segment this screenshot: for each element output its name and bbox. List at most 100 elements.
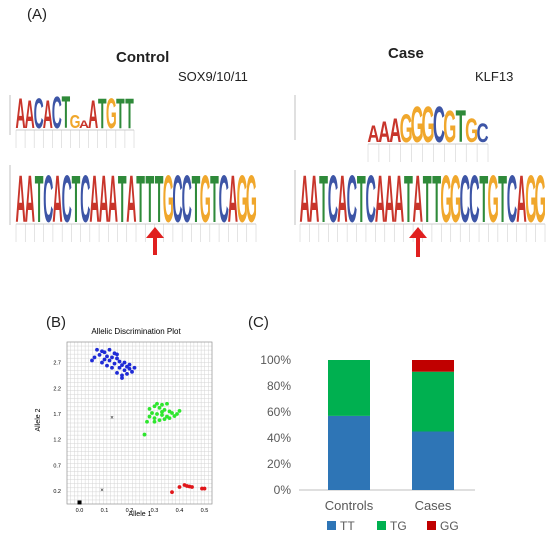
control-motif-letter: A — [88, 93, 98, 137]
case-arrow — [409, 227, 427, 257]
control-motif-letter: T — [62, 89, 71, 139]
control-seq-letter: T — [210, 163, 219, 238]
control-motif-letter: C — [34, 89, 44, 137]
y-tick-label: 2.2 — [53, 386, 61, 392]
case-seq-letter: C — [365, 163, 375, 238]
scatter-point-series-1 — [177, 409, 182, 413]
bar-segment-gg — [412, 360, 454, 372]
scatter-point-series-1 — [152, 416, 157, 421]
case-seq-letter: G — [440, 163, 451, 238]
case-seq-letter: A — [413, 163, 423, 238]
y-tick-label: 0% — [274, 483, 292, 497]
case-seq-letter: G — [488, 163, 499, 238]
control-seq-letter: C — [219, 163, 229, 238]
legend-label-tg: TG — [390, 519, 407, 533]
control-motif-letter: T — [125, 89, 134, 137]
category-label: Controls — [325, 498, 374, 513]
scatter-point-series-0 — [130, 369, 134, 374]
control-seq-letter: C — [80, 163, 90, 238]
case-seq-letter: A — [384, 163, 394, 238]
scatter-point-series-1 — [152, 404, 157, 409]
plot-frame — [66, 341, 213, 505]
case-seq-letter: C — [507, 163, 517, 238]
control-seq-letter: A — [15, 163, 25, 238]
case-seq-letter: A — [394, 163, 404, 238]
bar-segment-tt — [328, 415, 370, 490]
control-seq-letter: T — [118, 163, 127, 238]
legend-swatch-tg — [377, 521, 386, 530]
scatter-point-series-1 — [160, 402, 164, 407]
control-seq-letter: T — [146, 163, 155, 238]
control-seq-letter: A — [228, 163, 238, 238]
scatter-point-series-1 — [175, 412, 179, 416]
y-tick-label: 0.2 — [53, 489, 61, 495]
case-motif-letter: T — [456, 102, 466, 152]
control-seq-letter: T — [192, 163, 201, 238]
case-motif-letter: A — [378, 116, 390, 149]
allelic-discrimination-plot: Allelic Discrimination Plot 0.0 0.1 0.2 0.3… — [35, 327, 213, 518]
scatter-point-series-2 — [177, 485, 182, 489]
y-tick-label: 2.7 — [53, 361, 61, 367]
case-seq-letter: G — [535, 163, 546, 238]
case-seq-letter: A — [516, 163, 526, 238]
y-tick-label: 20% — [267, 457, 291, 471]
case-title: Case — [388, 45, 424, 62]
scatter-point-series-0 — [132, 365, 137, 370]
x-tick-label: 0.0 — [76, 508, 84, 514]
control-seq-letter: T — [72, 163, 81, 238]
case-seq-letter: T — [432, 163, 441, 238]
case-seq-letter: T — [498, 163, 507, 238]
case-motif-letter: G — [421, 96, 434, 152]
case-seq-letter: T — [479, 163, 488, 238]
scatter-point-series-0 — [125, 371, 129, 376]
bar-marks: Controls Cases — [325, 360, 454, 513]
control-motif-letter: G — [106, 89, 117, 137]
stacked-bar-chart: 0% 20% 40% 60% 80% 100% Controls Cases TT TG GG — [260, 353, 475, 533]
control-arrow — [146, 227, 164, 255]
scatter-ylabel: Allele 2 — [35, 408, 42, 431]
control-tf-label: SOX9/10/11 — [178, 69, 248, 84]
control-seq-letter: C — [172, 163, 182, 238]
control-motif-letter: G — [70, 112, 81, 132]
case-seq-letter: T — [404, 163, 413, 238]
control-seq-letter: G — [200, 163, 211, 238]
y-tick-label: 80% — [267, 379, 291, 393]
bar-legend: TT TG GG — [327, 519, 459, 533]
x-tick-label: 0.1 — [101, 508, 109, 514]
scatter-point-series-0 — [112, 361, 117, 366]
ntc-point — [77, 500, 82, 505]
scatter-point-series-0 — [110, 355, 114, 360]
control-seq-letter: T — [136, 163, 145, 238]
scatter-point-series-1 — [152, 419, 157, 424]
control-seq-letter: G — [163, 163, 174, 238]
scatter-point-series-0 — [120, 376, 124, 380]
control-seq-letter: T — [35, 163, 44, 238]
scatter-point-series-0 — [102, 350, 107, 355]
control-seq-letter: A — [89, 163, 99, 238]
case-motif-letter: C — [433, 96, 445, 152]
control-seq-letter: C — [182, 163, 192, 238]
scatter-point-series-0 — [107, 358, 112, 363]
scatter-point-series-0 — [122, 368, 127, 373]
control-motif-letter: C — [52, 89, 62, 139]
case-seq-letter: A — [299, 163, 309, 238]
case-seq-letter: T — [319, 163, 328, 238]
case-motif-letter: G — [400, 107, 413, 151]
scatter-point-series-1 — [160, 413, 164, 417]
scatter-point-series-1 — [145, 419, 149, 424]
control-motif-letter: A — [43, 93, 53, 137]
y-tick-label: 100% — [260, 353, 291, 367]
case-seq-letter: T — [357, 163, 366, 238]
x-tick-label: 0.3 — [151, 508, 159, 514]
scatter-point-series-1 — [160, 410, 164, 414]
scatter-point-series-1 — [165, 401, 169, 406]
scatter-point-series-1 — [157, 418, 162, 423]
bar-segment-tg — [328, 360, 370, 416]
x-tick-label: 0.5 — [201, 508, 209, 514]
control-motif-letter: A — [15, 89, 25, 137]
case-seq-letter: C — [347, 163, 357, 238]
scatter-point-series-1 — [162, 417, 167, 422]
scatter-points: ×× — [77, 347, 207, 505]
scatter-point-series-0 — [125, 364, 129, 369]
